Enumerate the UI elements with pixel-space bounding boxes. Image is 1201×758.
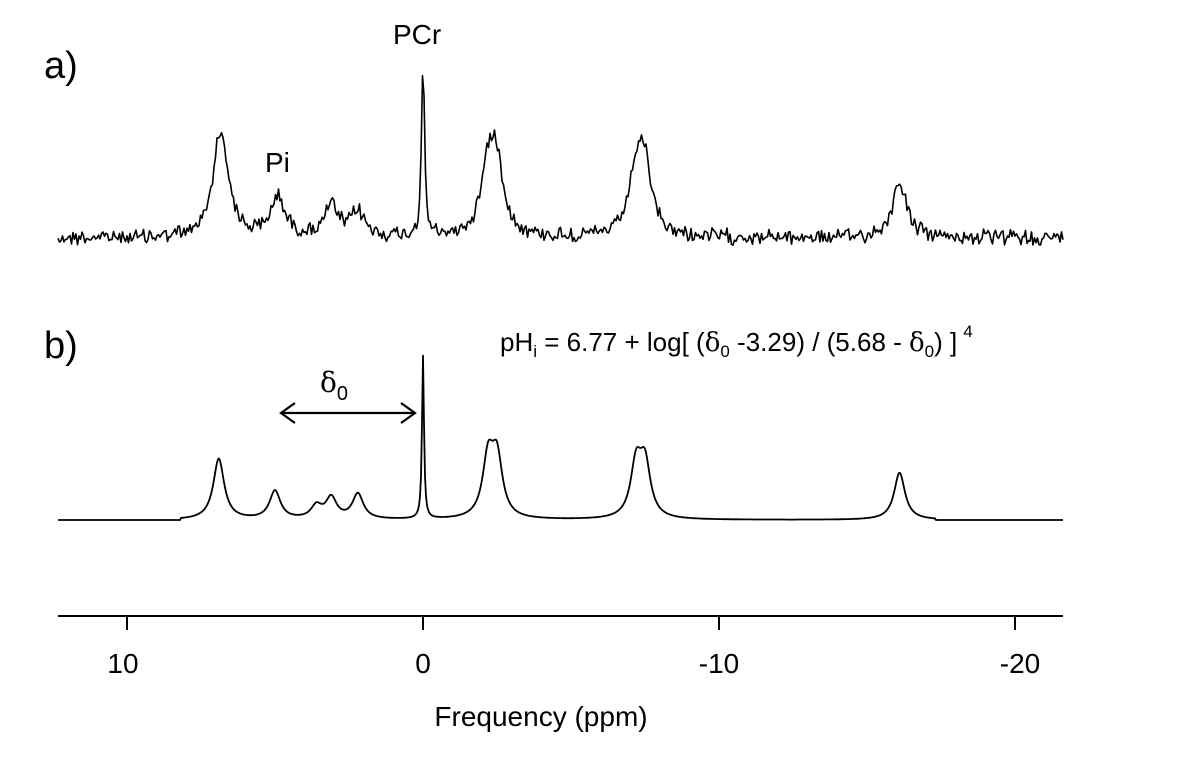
delta0-label: δ0 [320,366,348,405]
formula-part3: ) ] [934,327,957,357]
delta-symbol: δ [320,366,337,399]
formula-part1: = 6.77 + log[ ( [537,327,705,357]
delta0-arrow [279,402,417,424]
formula-part2: -3.29) / (5.68 - [730,327,909,357]
panel-a-label: a) [44,45,78,87]
pi-peak-label: Pi [265,147,290,178]
x-tick-label: -10 [699,648,739,679]
formula-delta-1-sub: 0 [720,342,729,361]
pcr-peak-label: PCr [393,19,441,50]
formula-ph: pH [500,327,533,357]
formula-delta-1: δ [705,328,721,358]
ph-formula: pHi = 6.77 + log[ (δ0 -3.29) / (5.68 - δ… [500,322,973,361]
formula-superscript: 4 [963,322,972,341]
x-tick-label: -20 [1000,648,1040,679]
x-tick-label: 10 [107,648,138,679]
x-tick-label: 0 [415,648,431,679]
spectrum-b-line [58,354,1063,521]
spectrum-a-line [57,74,1064,246]
formula-delta-2: δ [909,328,925,358]
x-axis-ticks: 10 0 -10 -20 [107,616,1040,679]
x-axis-title: Frequency (ppm) [434,701,647,732]
formula-ph-sub: i [533,342,537,361]
panel-b-label: b) [44,325,78,367]
formula-delta-2-sub: 0 [925,342,934,361]
delta-subscript: 0 [337,383,348,405]
